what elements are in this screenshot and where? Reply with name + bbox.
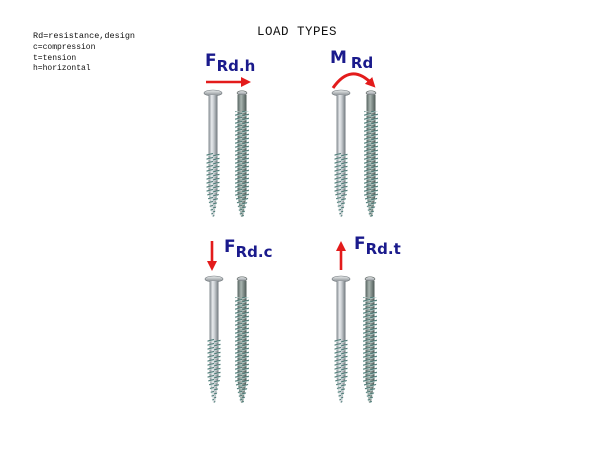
legend: Rd=resistance,design c=compression t=ten… [33, 30, 135, 75]
screw-smooth [204, 275, 224, 404]
load-subscript: Rd.h [216, 57, 256, 75]
screw-threaded [362, 276, 378, 404]
screw-smooth [203, 89, 223, 218]
legend-item: c=compression [33, 43, 96, 52]
legend-item: Rd=resistance,design [33, 31, 136, 41]
load-label-horizontal: FRd.h [205, 51, 255, 74]
screw-smooth [331, 275, 351, 404]
page-title: LOAD TYPES [257, 25, 338, 39]
load-symbol: F [354, 234, 366, 254]
load-symbol: M [330, 48, 347, 68]
load-subscript: Rd.c [235, 243, 273, 261]
load-label-compression: FRd.c [224, 237, 273, 260]
load-subscript: Rd [350, 54, 374, 72]
legend-item: h=horizontal [33, 64, 91, 73]
screw-threaded [234, 90, 250, 218]
screw-threaded [363, 90, 379, 218]
curved-arrow [331, 72, 376, 89]
legend-item: t=tension [33, 53, 77, 63]
load-symbol: F [205, 51, 217, 71]
load-label-tension: FRd.t [354, 234, 401, 257]
screw-smooth [331, 89, 351, 218]
load-symbol: F [224, 237, 236, 257]
load-subscript: Rd.t [365, 240, 401, 258]
screw-threaded [234, 276, 250, 404]
load-label-moment: M Rd [330, 48, 373, 71]
